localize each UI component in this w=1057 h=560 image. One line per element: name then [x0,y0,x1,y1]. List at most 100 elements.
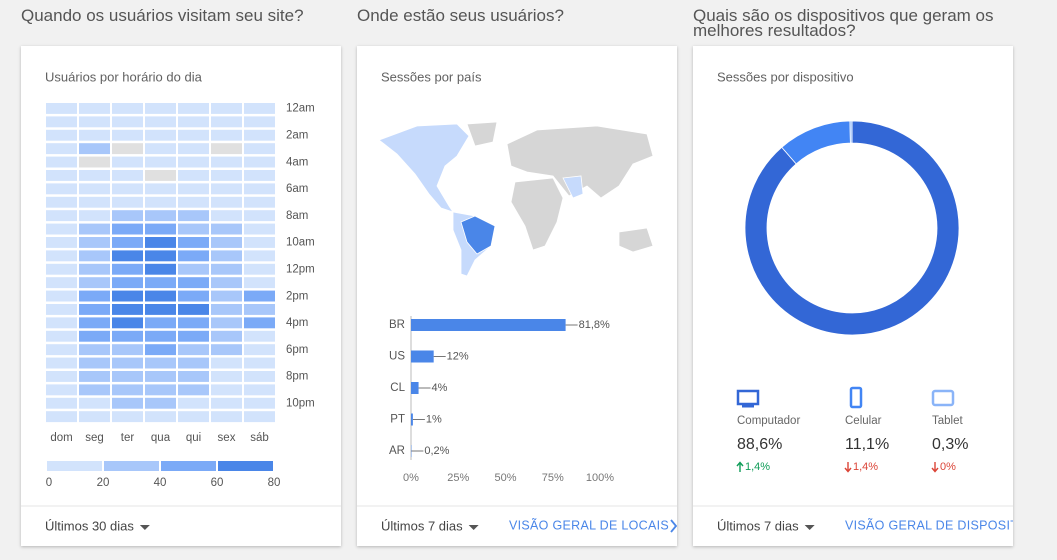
heat-cell [145,330,176,342]
no-data-cell [145,170,176,181]
heat-cell [145,290,176,302]
heat-cell [46,210,77,222]
legend-tick-label: 40 [154,477,167,489]
change-label: 0% [940,461,956,473]
period-select[interactable]: Últimos 7 dias [381,518,463,533]
value-label: 11,1% [845,436,889,453]
heat-cell [79,103,110,114]
value-label: 88,6% [737,436,782,453]
heat-cell [178,277,209,289]
period-select[interactable]: Últimos 7 dias [717,518,799,533]
heat-cell [79,263,110,275]
heat-cell [145,237,176,248]
column-label: dom [50,432,72,444]
dropdown-arrow [804,525,815,530]
heat-cell [112,384,143,396]
heat-cell [178,317,209,329]
heat-cell [79,129,110,141]
value-label: 12% [447,350,469,362]
heat-cell [46,156,77,168]
heat-cell [211,196,242,208]
heat-cell [244,210,275,222]
heat-cell [46,304,77,315]
heat-cell [145,304,176,315]
heat-cell [145,116,176,128]
no-data-cell [211,143,242,155]
heat-cell [178,183,209,195]
heat-cell [79,344,110,356]
heat-cell [178,371,209,382]
heat-cell [244,397,275,409]
heat-cell [112,170,143,181]
overview-link[interactable]: VISÃO GERAL DE LOCAIS [509,518,669,532]
section-heading: Quais são os dispositivos que geram os m… [693,6,994,40]
row-label: 4am [286,156,308,168]
value-label: 0,3% [932,436,968,453]
heat-cell [244,357,275,369]
heat-cell [244,290,275,302]
heat-cell [112,103,143,114]
legend-label: Tablet [932,415,963,427]
card: Sessões por país Últimos 7 dias VISÃO GE… [357,46,677,546]
heat-cell [244,183,275,195]
heat-cell [46,223,77,235]
heat-cell [178,129,209,141]
row-label: 10pm [286,398,315,410]
heat-cell [211,371,242,382]
column-label: seg [85,432,104,444]
card: Usuários por horário do dia Últimos 30 d… [21,46,341,546]
heat-cell [244,250,275,262]
heat-cell [46,129,77,141]
heat-cell [244,330,275,342]
heat-cell [112,223,143,235]
heat-cell [79,250,110,262]
heat-cell [145,223,176,235]
heat-cell [244,143,275,155]
map-region [618,227,654,253]
period-select[interactable]: Últimos 30 dias [45,518,134,533]
chevron[interactable] [670,519,677,533]
heat-cell [112,116,143,128]
heat-cell [79,210,110,222]
heat-cell [211,183,242,195]
heat-cell [211,237,242,248]
heat-cell [211,357,242,369]
heat-cell [46,250,77,262]
column-label: qui [186,432,201,444]
heat-cell [145,317,176,329]
change-label: 1,4% [745,461,770,473]
heat-cell [211,397,242,409]
x-tick-label: 100% [586,472,614,484]
card-graphic: Sessões por país Últimos 7 dias VISÃO GE… [357,69,677,533]
heat-cell [178,411,209,423]
heat-cell [79,143,110,155]
change-arrow [931,462,939,473]
x-tick-label: 0% [403,472,419,484]
heat-cell [145,103,176,114]
heat-cell [178,103,209,114]
heat-cell [244,263,275,275]
heat-cell [145,371,176,382]
change-arrow [844,462,852,473]
heat-cell [244,371,275,382]
legend-swatch [161,461,216,471]
heat-cell [244,411,275,423]
map-region [378,123,470,213]
x-tick-label: 50% [494,472,516,484]
heat-cell [244,170,275,181]
legend-swatch [104,461,159,471]
heat-cell [178,143,209,155]
heat-cell [46,263,77,275]
heat-cell [46,384,77,396]
heat-cell [79,290,110,302]
heat-cell [211,411,242,423]
heat-cell [112,411,143,423]
heat-cell [46,317,77,329]
overview-link[interactable]: VISÃO GERAL DE DISPOSITIVOS [845,518,1013,532]
heat-cell [178,170,209,181]
donut-slice [849,120,853,144]
value-label: 0,2% [424,445,449,457]
heat-cell [112,357,143,369]
heat-cell [112,250,143,262]
